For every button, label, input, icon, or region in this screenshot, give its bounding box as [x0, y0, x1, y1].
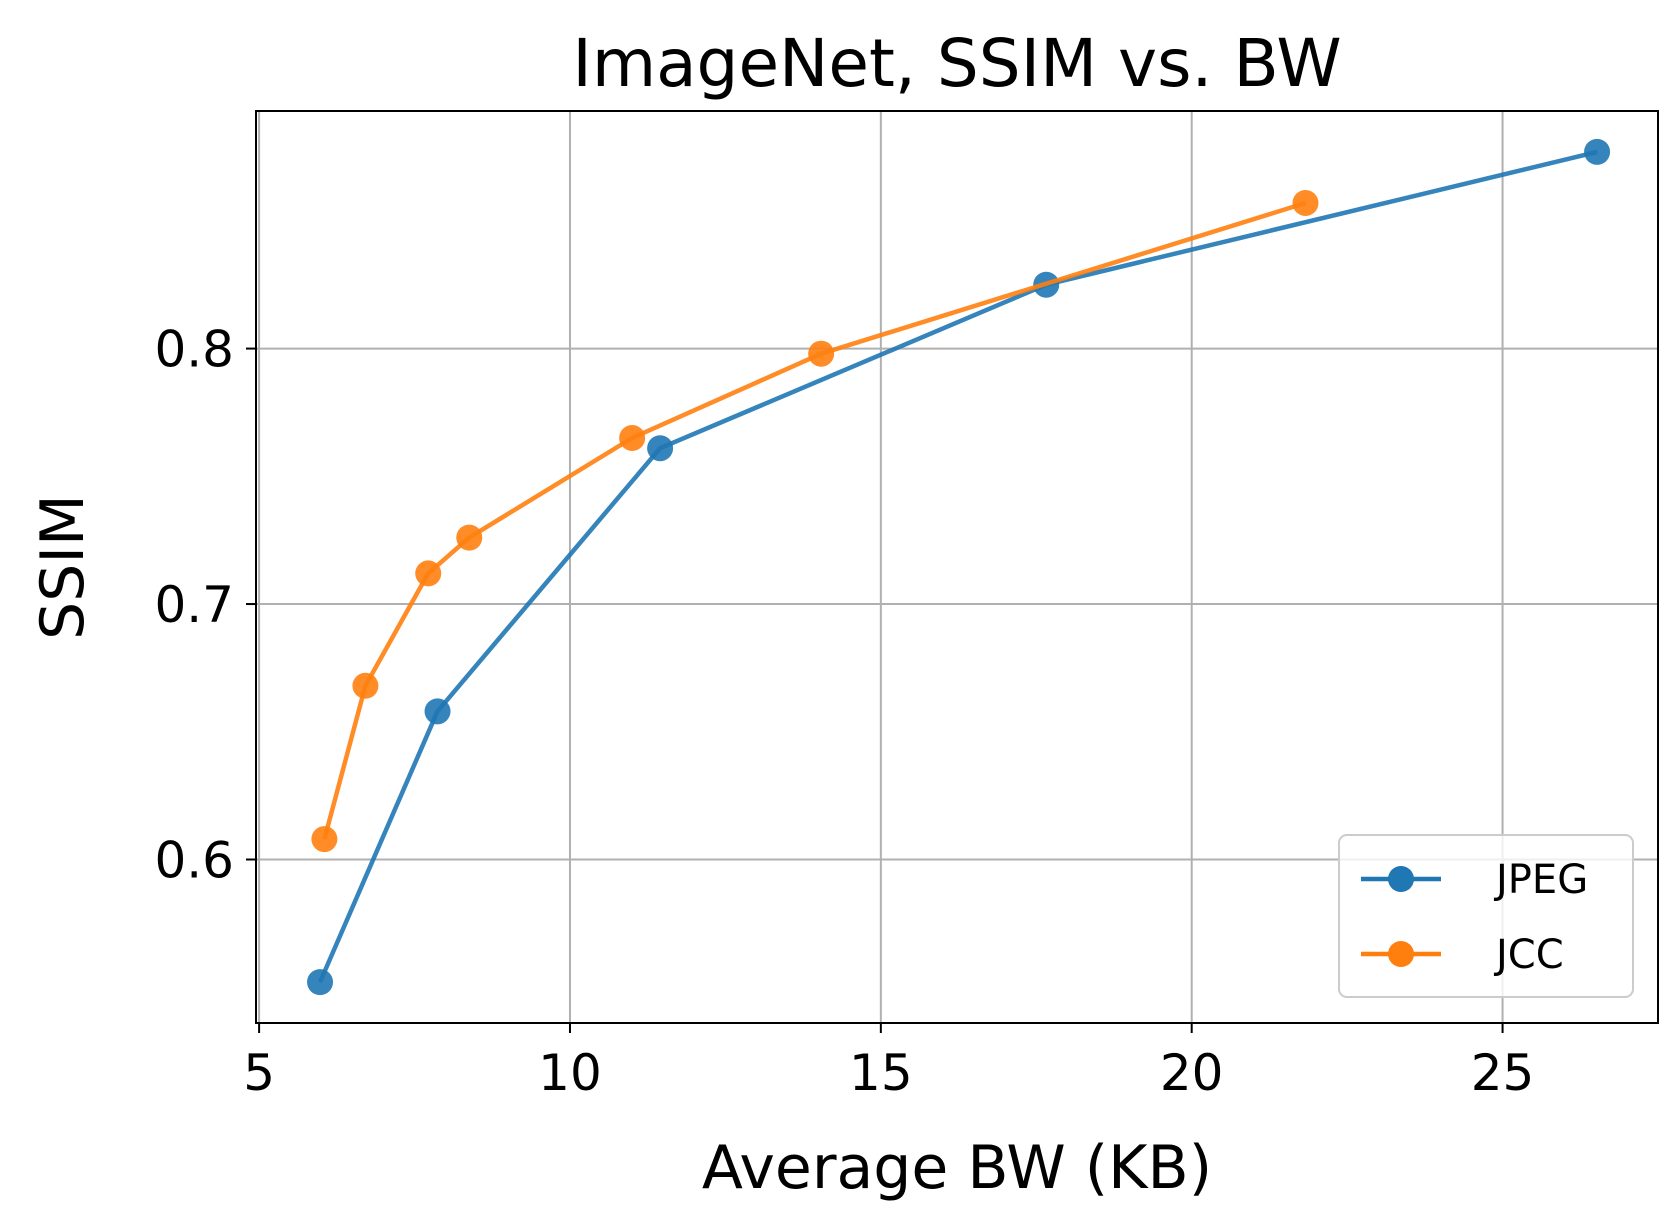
jpeg-point — [424, 698, 451, 725]
jcc-point — [311, 826, 338, 853]
jcc-point — [619, 424, 646, 451]
jcc-point — [808, 340, 835, 367]
x-tick-label: 10 — [538, 1044, 602, 1102]
y-tick-label: 0.7 — [154, 576, 234, 634]
jcc-point — [1292, 189, 1319, 216]
series-jpeg — [307, 138, 1611, 996]
y-tick-label: 0.6 — [154, 832, 234, 890]
x-tick-label: 25 — [1471, 1044, 1535, 1102]
x-tick-label: 5 — [243, 1044, 275, 1102]
series-layer — [307, 138, 1611, 996]
ticks: 5 10 15 20 25 0.6 0.7 0.8 — [154, 321, 1534, 1102]
jpeg-point — [307, 969, 334, 996]
legend: JPEG JCC — [1338, 834, 1634, 998]
legend-swatch-marker — [1388, 866, 1414, 892]
x-axis-label: Average BW (KB) — [702, 1133, 1212, 1203]
legend-item-jpeg: JPEG — [1361, 857, 1588, 903]
legend-label: JCC — [1493, 932, 1564, 978]
legend-swatch-marker — [1388, 941, 1414, 967]
legend-box — [1338, 834, 1634, 998]
y-tick-label: 0.8 — [154, 321, 234, 379]
chart-title: ImageNet, SSIM vs. BW — [572, 25, 1341, 102]
jpeg-point — [1584, 138, 1611, 165]
legend-item-jcc: JCC — [1361, 932, 1564, 978]
jcc-point — [352, 672, 379, 699]
legend-label: JPEG — [1493, 857, 1588, 903]
jcc-point — [456, 524, 483, 551]
jpeg-point — [647, 435, 674, 462]
x-tick-label: 15 — [849, 1044, 913, 1102]
plot-frame — [255, 110, 1659, 1024]
y-axis-label: SSIM — [28, 494, 98, 640]
series-jcc — [311, 189, 1319, 853]
x-tick-label: 20 — [1160, 1044, 1224, 1102]
jcc-point — [415, 560, 442, 587]
